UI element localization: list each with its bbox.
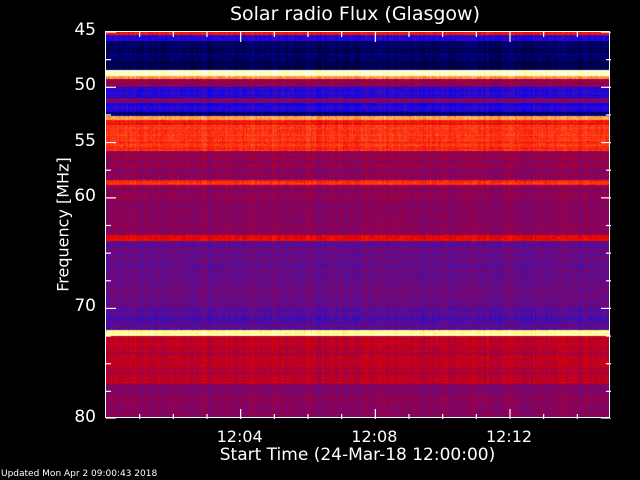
x-axis-label: Start Time (24-Mar-18 12:00:00) bbox=[219, 445, 496, 465]
y-tick-label: 60 bbox=[74, 185, 96, 206]
axis-ticks bbox=[106, 32, 611, 419]
x-tick-label: 12:04 bbox=[216, 427, 263, 446]
updated-timestamp: Updated Mon Apr 2 09:00:43 2018 bbox=[1, 469, 158, 479]
y-tick-label: 50 bbox=[74, 75, 96, 96]
x-tick-label: 12:12 bbox=[485, 427, 533, 446]
y-tick-label: 70 bbox=[74, 296, 96, 317]
spectrogram-plot bbox=[105, 31, 611, 419]
y-axis-label: Frequency [MHz] bbox=[53, 157, 73, 292]
y-tick-label: 55 bbox=[74, 130, 96, 151]
chart-title: Solar radio Flux (Glasgow) bbox=[229, 3, 481, 25]
y-tick-label: 45 bbox=[74, 20, 96, 40]
spectrogram-heatmap bbox=[106, 32, 609, 417]
y-tick-label: 80 bbox=[74, 407, 96, 427]
x-tick-label: 12:08 bbox=[351, 427, 398, 446]
